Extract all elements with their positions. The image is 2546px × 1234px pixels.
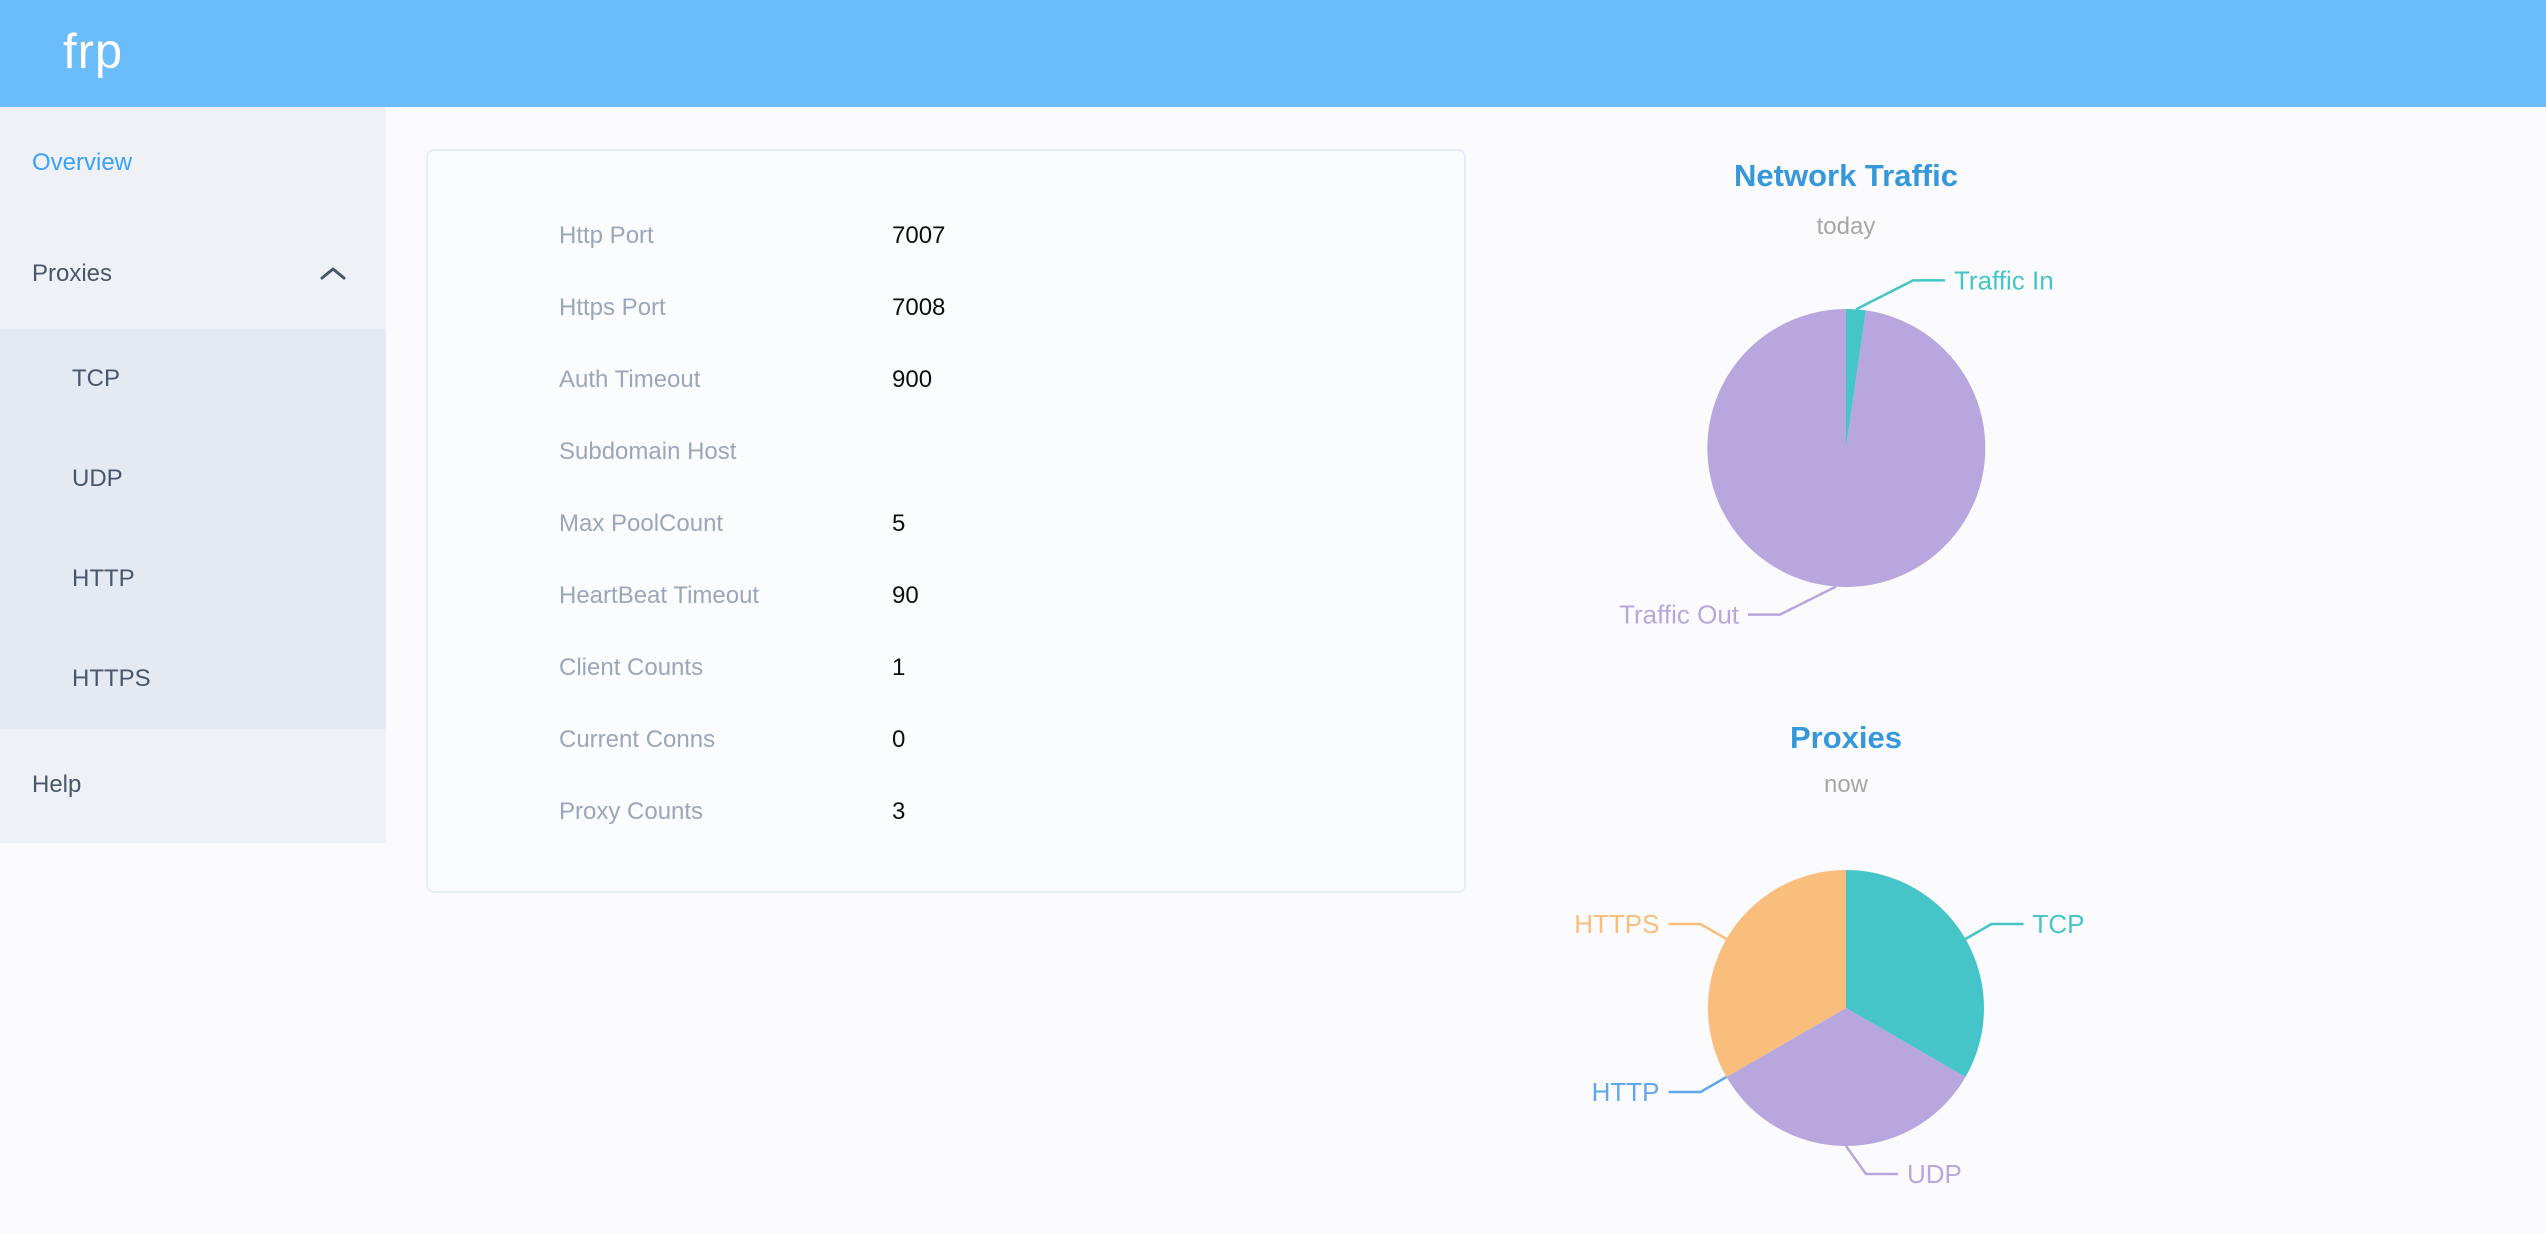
config-row: HeartBeat Timeout 90 <box>428 560 1464 632</box>
config-value: 1 <box>892 654 906 681</box>
pie-label-line-udp <box>1844 1145 1898 1176</box>
config-label: Http Port <box>559 222 654 249</box>
proxies-chart-title: Proxies <box>1789 720 1902 755</box>
sidebar-item-label: TCP <box>72 365 120 392</box>
sidebar-menu: Overview Proxies TCP UDP HTTP HTTPS Help <box>0 107 386 843</box>
sidebar-item-proxies[interactable]: Proxies <box>0 218 386 329</box>
pie-label-tcp: TCP <box>2033 909 2085 939</box>
network-traffic-chart-subtitle: today <box>1816 213 1876 240</box>
pie-slice-traffic-out[interactable] <box>1707 309 1986 587</box>
sidebar-item-help[interactable]: Help <box>0 729 386 840</box>
app-logo: frp <box>63 25 124 79</box>
pie-slice-https[interactable] <box>1708 870 1846 1077</box>
pie-label-line-http <box>1668 1075 1728 1094</box>
pie-label-line-tcp <box>1964 922 2024 941</box>
sidebar-item-label: HTTPS <box>72 665 151 692</box>
pie-label-traffic-out: Traffic Out <box>1619 600 1740 630</box>
config-label: Max PoolCount <box>559 510 724 537</box>
config-row: Subdomain Host <box>428 416 1464 488</box>
config-row: Client Counts 1 <box>428 632 1464 704</box>
config-label: HeartBeat Timeout <box>559 582 760 609</box>
config-row: Max PoolCount 5 <box>428 488 1464 560</box>
sidebar-item-label: HTTP <box>72 565 135 592</box>
sidebar-item-label: Overview <box>32 148 133 176</box>
pie-slice-traffic-in[interactable] <box>1846 308 1866 448</box>
pie-label-https: HTTPS <box>1574 909 1659 939</box>
config-label: Subdomain Host <box>559 438 737 465</box>
config-row: Current Conns 0 <box>428 704 1464 776</box>
config-value: 0 <box>892 726 906 753</box>
config-label: Current Conns <box>559 726 716 753</box>
pie-slice-tcp[interactable] <box>1846 870 1984 1077</box>
pie-label-line-traffic-out <box>1748 585 1837 616</box>
sidebar-item-https[interactable]: HTTPS <box>0 629 386 729</box>
server-config-panel: Http Port 7007 Https Port 7008 Auth Timeout 9… <box>426 149 1466 893</box>
config-value: 900 <box>892 366 933 393</box>
pie-label-traffic-in: Traffic In <box>1954 265 2054 295</box>
config-value: 7008 <box>892 294 946 321</box>
proxies-chart-subtitle: now <box>1823 771 1869 798</box>
config-row: Auth Timeout 900 <box>428 344 1464 416</box>
config-row: Http Port 7007 <box>428 200 1464 272</box>
sidebar-item-udp[interactable]: UDP <box>0 429 386 529</box>
sidebar-item-overview[interactable]: Overview <box>0 107 386 218</box>
pie-label-udp: UDP <box>1907 1159 1962 1189</box>
sidebar-item-http[interactable]: HTTP <box>0 529 386 629</box>
network-traffic-chart-title: Network Traffic <box>1734 158 1958 193</box>
sidebar-item-label: Proxies <box>32 259 113 287</box>
config-value: 7007 <box>892 222 946 249</box>
config-label: Proxy Counts <box>559 798 704 825</box>
header-bar: frp <box>0 0 2546 107</box>
pie-slice-udp[interactable] <box>1726 1008 1966 1146</box>
config-label: Client Counts <box>559 654 704 681</box>
sidebar-item-tcp[interactable]: TCP <box>0 329 386 429</box>
config-value: 3 <box>892 798 906 825</box>
pie-label-http: HTTP <box>1592 1077 1660 1107</box>
config-label: Https Port <box>559 294 666 321</box>
config-value: 5 <box>892 510 906 537</box>
config-row: Proxy Counts 3 <box>428 776 1464 848</box>
pie-label-line-traffic-in <box>1855 279 1945 311</box>
sidebar-item-label: Help <box>32 770 82 798</box>
sidebar-submenu-proxies: TCP UDP HTTP HTTPS <box>0 329 386 729</box>
pie-label-line-https <box>1668 922 1728 941</box>
config-value: 90 <box>892 582 919 609</box>
chevron-up-icon <box>320 267 346 280</box>
config-label: Auth Timeout <box>559 366 701 393</box>
sidebar-item-label: UDP <box>72 465 123 492</box>
config-row: Https Port 7008 <box>428 272 1464 344</box>
